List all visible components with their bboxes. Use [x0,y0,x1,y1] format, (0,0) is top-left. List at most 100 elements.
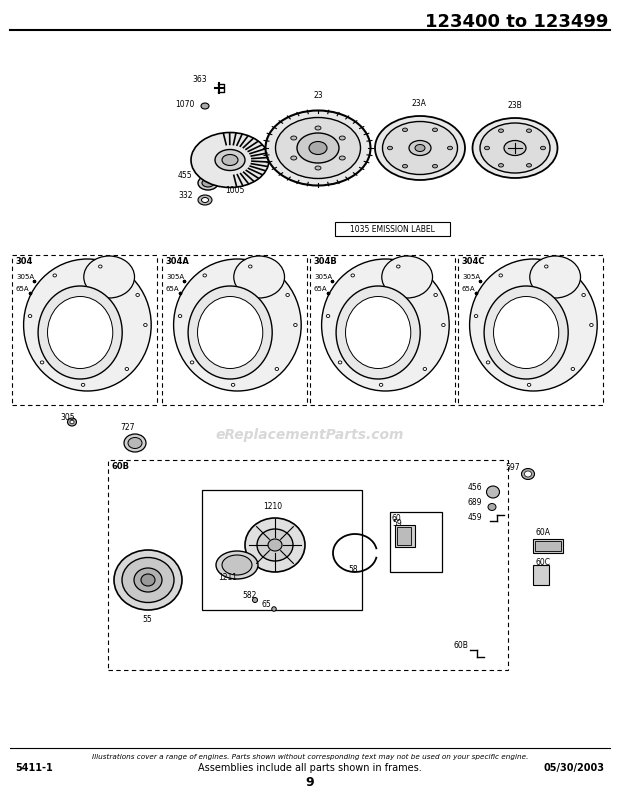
Bar [395,525,415,547]
Ellipse shape [529,256,580,298]
Text: 60C: 60C [535,558,550,567]
Ellipse shape [339,156,345,160]
Text: 727: 727 [120,423,135,432]
Text: 305A: 305A [462,274,480,280]
Ellipse shape [222,555,252,575]
Text: Assemblies include all parts shown in frames.: Assemblies include all parts shown in fr… [198,763,422,773]
Ellipse shape [297,133,339,163]
Ellipse shape [487,486,500,498]
Ellipse shape [472,118,557,178]
Ellipse shape [326,314,330,318]
Text: 597: 597 [505,463,520,472]
Text: 304A: 304A [165,257,189,266]
Ellipse shape [441,323,445,326]
Text: 65A: 65A [462,286,476,292]
Text: 1211: 1211 [218,573,237,582]
Ellipse shape [415,144,425,152]
Ellipse shape [40,361,44,364]
Ellipse shape [339,361,342,364]
Text: 1035 EMISSION LABEL: 1035 EMISSION LABEL [350,225,435,233]
Ellipse shape [351,274,355,277]
Ellipse shape [222,155,238,165]
Text: Illustrations cover a range of engines. Parts shown without corresponding text m: Illustrations cover a range of engines. … [92,754,528,760]
Ellipse shape [134,568,162,592]
Ellipse shape [190,361,194,364]
Text: 55: 55 [142,615,152,624]
Ellipse shape [124,434,146,452]
Ellipse shape [275,367,278,371]
Ellipse shape [234,256,285,298]
Ellipse shape [484,286,568,379]
Ellipse shape [191,132,269,188]
Ellipse shape [397,265,400,268]
Ellipse shape [434,294,437,297]
Ellipse shape [498,164,503,167]
Text: 363: 363 [192,75,206,84]
Text: 9: 9 [306,776,314,788]
Ellipse shape [504,140,526,156]
Ellipse shape [249,265,252,268]
Ellipse shape [322,259,450,391]
Ellipse shape [81,383,85,387]
Ellipse shape [336,286,420,379]
Bar [397,527,411,545]
Ellipse shape [24,259,151,391]
Ellipse shape [433,164,438,168]
Ellipse shape [498,129,503,132]
Text: 23: 23 [313,91,322,100]
Text: 304B: 304B [313,257,337,266]
Ellipse shape [571,367,575,371]
Ellipse shape [125,367,128,371]
Ellipse shape [114,550,182,610]
Ellipse shape [388,146,392,150]
Text: 65A: 65A [314,286,327,292]
Bar [535,541,561,551]
Ellipse shape [409,140,431,156]
Ellipse shape [245,518,305,572]
Ellipse shape [272,607,277,611]
Ellipse shape [526,129,531,132]
Ellipse shape [345,297,411,368]
Ellipse shape [48,297,113,368]
Ellipse shape [198,195,212,205]
Ellipse shape [402,164,407,168]
Text: 304: 304 [15,257,32,266]
Ellipse shape [188,286,272,379]
Text: 1070: 1070 [175,100,195,109]
Text: 305A: 305A [16,274,34,280]
Ellipse shape [469,259,597,391]
Ellipse shape [201,103,209,109]
Text: 459: 459 [468,513,482,522]
Bar [335,222,450,236]
Ellipse shape [484,146,490,150]
Bar [390,512,442,572]
Ellipse shape [291,136,297,140]
Ellipse shape [128,438,142,448]
Ellipse shape [526,164,531,167]
Bar [458,255,603,405]
Text: 582: 582 [242,591,257,600]
Ellipse shape [315,166,321,170]
Ellipse shape [582,294,585,297]
Ellipse shape [315,126,321,130]
Text: 65A: 65A [166,286,180,292]
Ellipse shape [203,274,206,277]
Ellipse shape [215,149,245,171]
Text: 1005: 1005 [225,186,244,195]
Text: 304C: 304C [461,257,484,266]
Bar [12,255,157,405]
Bar [108,460,508,670]
Text: 305A: 305A [166,274,184,280]
Bar [162,255,307,405]
Text: 60: 60 [392,514,402,523]
Ellipse shape [448,146,453,150]
Ellipse shape [198,297,263,368]
Text: 332: 332 [178,191,192,200]
Ellipse shape [480,123,550,173]
Ellipse shape [231,383,235,387]
Ellipse shape [528,383,531,387]
Ellipse shape [499,274,502,277]
Text: 60B: 60B [453,641,468,650]
Text: 60A: 60A [535,528,550,537]
Text: 5411-1: 5411-1 [15,763,53,773]
